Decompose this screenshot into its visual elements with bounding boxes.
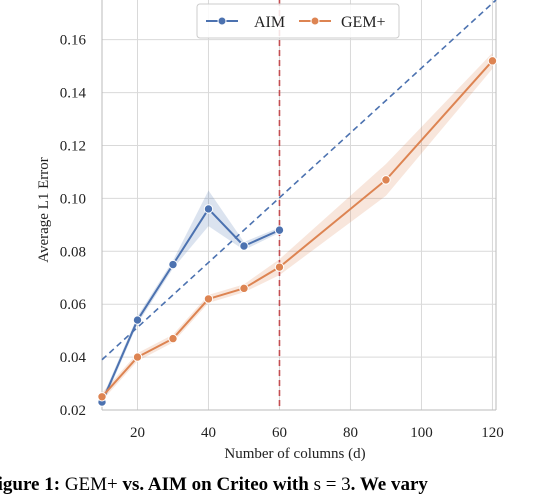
data-point-gem — [97, 392, 107, 402]
y-tick-label: 0.06 — [60, 297, 87, 313]
legend-entry-aim: AIM — [206, 14, 285, 31]
figure-caption: Figure 1: GEM+ vs. AIM on Criteo with s … — [0, 470, 542, 496]
data-point-aim — [132, 315, 143, 325]
y-tick-label: 0.16 — [60, 33, 87, 49]
x-tick-label: 40 — [201, 425, 216, 441]
confidence-band-gem — [102, 52, 493, 401]
data-point-gem — [381, 175, 391, 185]
data-point-aim — [239, 241, 249, 251]
caption-bold-tail: . We vary — [350, 474, 428, 495]
data-point-gem — [168, 333, 178, 344]
reference-lines — [101, 0, 497, 410]
data-point-gem — [239, 283, 249, 294]
x-axis-ticks: 20 40 60 80 100 120 — [130, 425, 504, 441]
series-line-gem — [101, 60, 494, 398]
caption-bold-text: vs. AIM on Criteo with — [122, 474, 314, 495]
y-axis-label: Average L1 Error — [36, 157, 52, 263]
x-tick-label: 100 — [410, 425, 433, 441]
caption-prefix: Figure 1: — [0, 474, 61, 495]
y-tick-label: 0.10 — [60, 191, 86, 207]
legend-label-gem: GEM+ — [341, 14, 386, 31]
data-point-gem — [203, 294, 214, 304]
x-tick-label: 60 — [272, 425, 287, 441]
x-axis-label: Number of columns (d) — [224, 446, 365, 462]
grid-lines — [102, 0, 496, 411]
data-point-aim — [168, 259, 178, 270]
legend: AIM GEM+ — [196, 3, 400, 39]
data-point-aim — [274, 225, 285, 235]
y-tick-label: 0.14 — [60, 86, 87, 102]
confidence-bands — [102, 52, 493, 407]
legend-label-aim: AIM — [254, 14, 285, 31]
x-tick-label: 120 — [481, 425, 504, 441]
data-point-gem — [132, 352, 143, 362]
legend-entry-gem: GEM+ — [299, 14, 386, 31]
series-markers — [97, 56, 498, 407]
confidence-band-aim — [102, 190, 280, 407]
dashed-trend-line — [101, 0, 497, 361]
x-tick-label: 80 — [343, 425, 358, 441]
data-point-aim — [203, 204, 214, 214]
y-tick-label: 0.02 — [60, 403, 86, 419]
y-tick-label: 0.04 — [60, 350, 87, 366]
plot-frame — [101, 0, 497, 411]
y-tick-label: 0.12 — [60, 138, 86, 154]
series-line-aim — [101, 207, 280, 403]
caption-text: GEM+ — [60, 474, 123, 495]
legend-marker-gem — [310, 16, 320, 26]
legend-marker-aim — [217, 16, 227, 26]
data-point-gem — [274, 262, 285, 272]
y-tick-label: 0.08 — [60, 244, 86, 260]
caption-math: s = 3 — [313, 474, 351, 495]
chart: 20 40 60 80 100 120 0.020.040.060.080.100.120… — [36, 0, 504, 462]
legend-box — [196, 3, 400, 39]
y-axis-ticks: 0.02 0.04 0.06 0.08 0.10 0.12 0.14 0.16 — [60, 33, 87, 419]
series-lines — [101, 60, 494, 403]
data-point-gem — [487, 56, 498, 66]
x-tick-label: 20 — [130, 425, 145, 441]
